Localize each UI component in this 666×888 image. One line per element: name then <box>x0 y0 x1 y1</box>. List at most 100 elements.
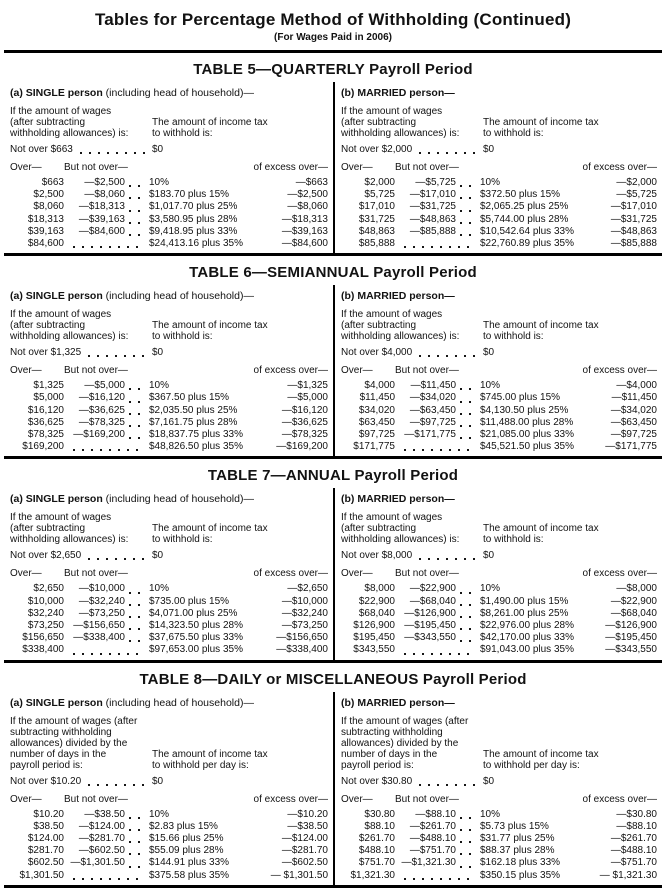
over-amount: $338,400 <box>22 644 64 656</box>
not-over-row: Not over $4,000 $0 <box>341 347 657 359</box>
over-amount: $68,040 <box>358 607 395 619</box>
excess-amount: —$18,313 <box>281 213 328 225</box>
panel-married: (b) MARRIED person— If the amount of wage… <box>333 488 662 660</box>
over-amount: $18,313 <box>27 213 64 225</box>
over-amount: $1,325 <box>33 380 64 392</box>
not-over-left: Not over $2,650 <box>10 550 150 562</box>
over-amount: $73,250 <box>27 620 64 632</box>
but-not-over-cell: —$34,020 <box>395 392 473 404</box>
excess-amount: —$17,010 <box>610 201 657 213</box>
leader-dots <box>460 221 473 224</box>
leader-dots <box>460 603 473 606</box>
over-amount: $126,900 <box>353 620 395 632</box>
tax-formula: $48,826.50 plus 35% <box>149 441 243 453</box>
leader-dots <box>129 425 142 428</box>
wage-tax-desc: If the amount of wages (after subtractin… <box>341 106 657 139</box>
person-label: (b) MARRIED person— <box>341 493 657 505</box>
over-amount: $343,550 <box>353 644 395 656</box>
wage-tax-desc: If the amount of wages (after subtractin… <box>10 716 328 771</box>
excess-amount: —$4,000 <box>616 380 657 392</box>
leader-dots <box>129 616 142 619</box>
tax-formula: $21,085.00 plus 33% <box>480 429 574 441</box>
bracket-row: $38.50 —$124.00 $2.83 plus 15% —$38.50 <box>10 821 328 833</box>
over-amount: $11,450 <box>359 392 395 404</box>
but-not-over-amount: —$32,240 <box>78 595 125 607</box>
bracket-row: $30.80 —$88.10 10% —$30.80 <box>341 809 657 821</box>
leader-dots <box>460 437 473 440</box>
bracket-row: $84,600 $24,413.16 plus 35% —$84,600 <box>10 238 328 250</box>
over-amount: $2,500 <box>33 189 64 201</box>
but-not-over-cell <box>64 652 142 657</box>
but-not-over-amount: —$751.70 <box>409 845 456 857</box>
excess-amount: —$2,500 <box>287 189 328 201</box>
over-amount: $32,240 <box>27 607 64 619</box>
but-not-over-amount: —$39,163 <box>78 213 125 225</box>
over-amount: $63,450 <box>358 416 395 428</box>
but-not-over-header: But not over— <box>64 793 128 805</box>
not-over-label: Not over $2,000 <box>341 144 413 155</box>
not-over-row: Not over $2,650 $0 <box>10 550 328 562</box>
tax-formula: $18,837.75 plus 33% <box>149 429 243 441</box>
but-not-over-amount: —$195,450 <box>404 620 456 632</box>
tax-formula: $2,035.50 plus 25% <box>149 404 238 416</box>
excess-amount: —$73,250 <box>281 620 328 632</box>
tax-formula: $22,760.89 plus 35% <box>480 238 574 250</box>
but-not-over-cell: —$338,400 <box>64 632 142 644</box>
but-not-over-cell: —$88.10 <box>395 809 473 821</box>
but-not-over-cell: —$2,500 <box>64 177 142 189</box>
over-amount: $17,010 <box>358 201 395 213</box>
over-amount: $39,163 <box>27 225 64 237</box>
over-amount: $1,321.30 <box>350 869 396 881</box>
leader-dots <box>73 246 140 249</box>
leader-dots <box>460 829 473 832</box>
excess-amount: —$84,600 <box>281 238 328 250</box>
tax-formula: $31.77 plus 25% <box>480 833 555 845</box>
tax-formula: $2,065.25 plus 25% <box>480 201 569 213</box>
but-not-over-amount: —$5,725 <box>415 177 456 188</box>
leader-dots <box>460 388 473 391</box>
over-header: Over— <box>341 568 373 580</box>
but-not-over-amount: —$38.50 <box>84 808 125 820</box>
excess-amount: —$5,000 <box>287 392 328 404</box>
but-not-over-amount: —$1,301.50 <box>70 857 126 869</box>
tax-formula: 10% <box>149 380 170 392</box>
excess-amount: —$31,725 <box>610 213 657 225</box>
bracket-row: $261.70 —$488.10 $31.77 plus 25% —$261.70 <box>341 833 657 845</box>
tax-formula: $4,130.50 plus 25% <box>480 404 569 416</box>
leader-dots <box>419 355 479 358</box>
page-title: Tables for Percentage Method of Withhold… <box>94 10 572 29</box>
excess-amount: —$169,200 <box>276 441 328 453</box>
table-6-section: TABLE 6—SEMIANNUAL Payroll Period (a) SI… <box>4 264 662 460</box>
excess-header: of excess over— <box>253 162 328 173</box>
but-not-over-cell: —$5,000 <box>64 380 142 392</box>
person-label: (b) MARRIED person— <box>341 87 657 99</box>
person-label-bold: (a) SINGLE person <box>10 290 103 303</box>
tax-formula: $375.58 plus 35% <box>149 869 230 881</box>
tax-formula: $15.66 plus 25% <box>149 833 224 845</box>
not-over-left: Not over $30.80 <box>341 776 481 788</box>
not-over-value: $0 <box>152 347 164 359</box>
not-over-left: Not over $8,000 <box>341 550 481 562</box>
but-not-over-amount: —$36,625 <box>78 404 125 416</box>
but-not-over-cell: —$73,250 <box>64 608 142 620</box>
leader-dots <box>404 449 471 452</box>
tax-formula: $4,071.00 plus 25% <box>149 607 238 619</box>
over-amount: $36,625 <box>27 416 64 428</box>
person-label-rest: (including head of household)— <box>102 493 254 506</box>
bracket-row: $88.10 —$261.70 $5.73 plus 15% —$88.10 <box>341 821 657 833</box>
but-not-over-cell <box>64 246 142 250</box>
bracket-row: $10.20 —$38.50 10% —$10.20 <box>10 809 328 821</box>
excess-amount: —$85,888 <box>610 238 657 250</box>
but-not-over-cell: —$68,040 <box>395 596 473 608</box>
tax-formula: $88.37 plus 28% <box>480 845 555 857</box>
but-not-over-amount: —$488.10 <box>409 833 456 845</box>
but-not-over-cell <box>395 246 473 250</box>
person-label-rest: (including head of household)— <box>102 290 254 303</box>
excess-amount: —$22,900 <box>610 595 657 607</box>
bracket-row: $5,725 —$17,010 $372.50 plus 15% —$5,725 <box>341 189 657 201</box>
but-not-over-cell: —$32,240 <box>64 596 142 608</box>
leader-dots <box>79 152 148 154</box>
but-not-over-amount: —$68,040 <box>409 595 456 607</box>
not-over-label: Not over $663 <box>10 144 73 155</box>
tax-formula: $372.50 plus 15% <box>480 189 561 201</box>
